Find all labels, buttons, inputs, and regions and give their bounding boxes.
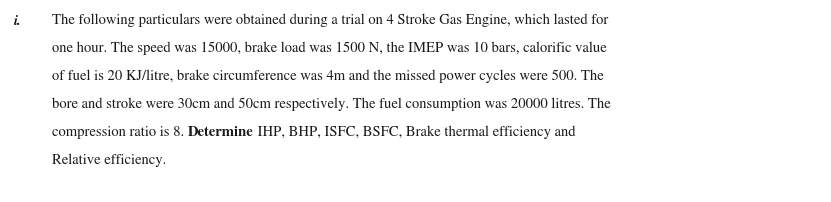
Text: bore and stroke were 30cm and 50cm respectively. The fuel consumption was 20000 : bore and stroke were 30cm and 50cm respe…	[52, 98, 611, 111]
Text: of fuel is 20 KJ/litre, brake circumference was 4m and the missed power cycles w: of fuel is 20 KJ/litre, brake circumfere…	[52, 70, 604, 83]
Text: one hour. The speed was 15000, brake load was 1500 N, the IMEP was 10 bars, calo: one hour. The speed was 15000, brake loa…	[52, 42, 607, 55]
Text: Relative efficiency.: Relative efficiency.	[52, 153, 166, 167]
Text: compression ratio is 8.: compression ratio is 8.	[52, 125, 188, 139]
Text: Determine: Determine	[188, 125, 253, 138]
Text: i.: i.	[14, 14, 22, 28]
Text: The following particulars were obtained during a trial on 4 Stroke Gas Engine, w: The following particulars were obtained …	[52, 14, 608, 27]
Text: IHP, BHP, ISFC, BSFC, Brake thermal efficiency and: IHP, BHP, ISFC, BSFC, Brake thermal effi…	[253, 125, 575, 139]
